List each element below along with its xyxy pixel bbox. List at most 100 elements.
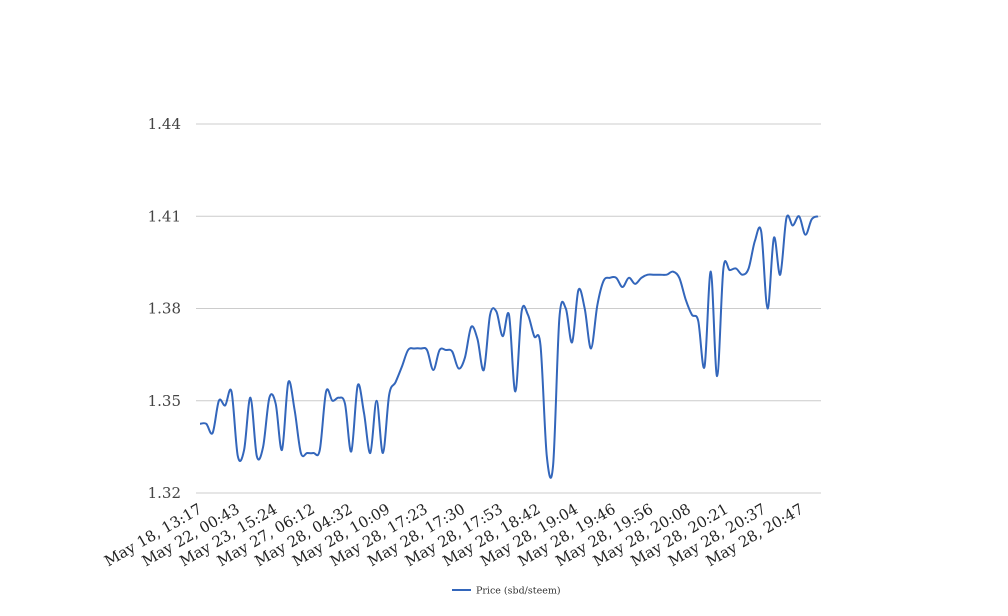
data-point bbox=[790, 223, 795, 228]
data-point bbox=[816, 214, 821, 219]
y-tick-label: 1.38 bbox=[148, 300, 181, 318]
data-point bbox=[204, 421, 209, 426]
y-tick-label: 1.32 bbox=[148, 484, 181, 502]
data-point bbox=[727, 268, 732, 273]
data-point bbox=[633, 281, 638, 286]
data-point bbox=[557, 315, 562, 320]
data-point bbox=[765, 306, 770, 311]
data-point bbox=[380, 451, 385, 456]
data-point bbox=[235, 454, 240, 459]
data-point bbox=[488, 312, 493, 317]
data-point bbox=[462, 355, 467, 360]
data-point bbox=[620, 284, 625, 289]
data-point bbox=[456, 366, 461, 371]
data-point bbox=[267, 395, 272, 400]
data-point bbox=[273, 401, 278, 406]
gridlines bbox=[196, 123, 821, 494]
data-point bbox=[431, 368, 436, 373]
data-point bbox=[494, 309, 499, 314]
data-point bbox=[481, 368, 486, 373]
data-point bbox=[771, 235, 776, 240]
data-point bbox=[702, 364, 707, 369]
data-point bbox=[519, 309, 524, 314]
data-point bbox=[475, 337, 480, 342]
y-axis-ticks: 1.32 1.35 1.38 1.41 1.44 bbox=[148, 115, 181, 502]
data-point bbox=[443, 348, 448, 353]
data-point bbox=[778, 272, 783, 277]
data-point bbox=[261, 444, 266, 449]
data-point bbox=[198, 421, 203, 426]
data-point bbox=[412, 346, 417, 351]
data-point bbox=[664, 272, 669, 277]
data-point bbox=[544, 454, 549, 459]
data-point bbox=[223, 403, 228, 408]
data-point bbox=[210, 431, 215, 436]
data-point bbox=[242, 447, 247, 452]
data-point bbox=[361, 411, 366, 416]
y-tick-label: 1.44 bbox=[148, 115, 181, 133]
data-point bbox=[387, 392, 392, 397]
data-point bbox=[689, 312, 694, 317]
data-point bbox=[355, 383, 360, 388]
data-point bbox=[298, 451, 303, 456]
data-point bbox=[784, 215, 789, 220]
data-point bbox=[437, 348, 442, 353]
data-point bbox=[551, 463, 556, 468]
data-point bbox=[670, 269, 675, 274]
data-point bbox=[292, 407, 297, 412]
data-point bbox=[525, 312, 530, 317]
data-point bbox=[759, 229, 764, 234]
data-point bbox=[532, 334, 537, 339]
data-point bbox=[803, 232, 808, 237]
data-point bbox=[696, 318, 701, 323]
data-point bbox=[469, 324, 474, 329]
data-point bbox=[406, 348, 411, 353]
series-layer bbox=[198, 214, 821, 479]
data-point bbox=[607, 275, 612, 280]
data-point bbox=[652, 272, 657, 277]
data-point bbox=[797, 214, 802, 219]
data-point bbox=[576, 288, 581, 293]
data-point bbox=[645, 272, 650, 277]
data-point bbox=[570, 340, 575, 345]
data-point bbox=[368, 451, 373, 456]
data-point bbox=[746, 266, 751, 271]
data-point bbox=[614, 275, 619, 280]
data-point bbox=[248, 395, 253, 400]
data-point bbox=[343, 401, 348, 406]
data-point bbox=[752, 238, 757, 243]
data-point bbox=[708, 269, 713, 274]
data-point bbox=[626, 275, 631, 280]
data-point bbox=[229, 389, 234, 394]
data-point bbox=[563, 306, 568, 311]
data-point bbox=[734, 266, 739, 271]
data-point bbox=[336, 395, 341, 400]
data-point bbox=[740, 272, 745, 277]
data-point bbox=[809, 217, 814, 222]
legend-label: Price (sbd/steem) bbox=[476, 586, 561, 597]
data-point bbox=[639, 275, 644, 280]
data-point bbox=[349, 449, 354, 454]
data-point bbox=[683, 297, 688, 302]
legend[interactable]: Price (sbd/steem) bbox=[452, 586, 561, 597]
data-point bbox=[254, 454, 259, 459]
data-point bbox=[507, 312, 512, 317]
data-point bbox=[330, 398, 335, 403]
data-point bbox=[305, 451, 310, 456]
data-point bbox=[286, 380, 291, 385]
data-point bbox=[425, 348, 430, 353]
data-point bbox=[311, 451, 316, 456]
data-point bbox=[658, 272, 663, 277]
data-point bbox=[721, 266, 726, 271]
y-tick-label: 1.35 bbox=[148, 392, 181, 410]
data-point bbox=[399, 364, 404, 369]
data-point bbox=[582, 306, 587, 311]
data-point bbox=[601, 278, 606, 283]
y-tick-label: 1.41 bbox=[148, 207, 181, 225]
data-point bbox=[418, 346, 423, 351]
data-point bbox=[715, 374, 720, 379]
data-point bbox=[677, 275, 682, 280]
data-point bbox=[393, 380, 398, 385]
